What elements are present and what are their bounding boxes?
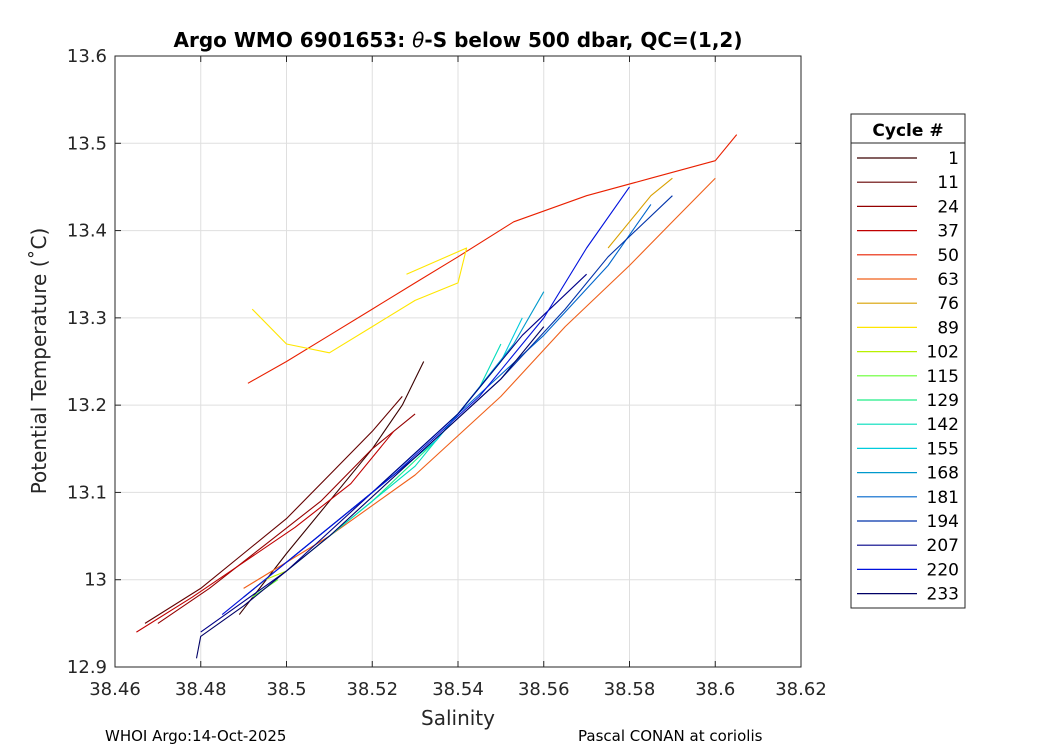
series-cycle-24 [157,413,416,624]
legend-box [850,113,966,609]
legend-label-37: 37 [937,222,959,242]
legend-label-155: 155 [927,439,959,459]
legend-label-102: 102 [927,343,959,363]
legend-label-50: 50 [937,246,959,266]
legend-label-233: 233 [927,585,959,605]
series-cycle-11 [144,396,403,624]
y-tick-label: 13.3 [67,308,107,329]
legend-label-142: 142 [927,415,959,435]
legend-label-24: 24 [937,197,959,217]
legend-label-115: 115 [927,367,959,387]
x-axis-label: Salinity [421,706,495,730]
legend-label-129: 129 [927,391,959,411]
x-tick-label: 38.54 [432,679,484,700]
chart-title-theta: θ [412,28,424,52]
legend-label-168: 168 [927,464,959,484]
legend-label-1: 1 [948,149,959,169]
series-cycle-50 [247,134,738,384]
legend-title: Cycle # [872,121,943,141]
x-tick-label: 38.46 [89,679,141,700]
legend-label-220: 220 [927,560,959,580]
series-cycle-89 [251,247,468,354]
footer-right: Pascal CONAN at coriolis [578,727,763,745]
chart-title: Argo WMO 6901653: θ-S below 500 dbar, QC… [174,28,743,52]
y-ticks: 12.9 13 13.1 13.2 13.3 13.4 13.5 13.6 [67,46,801,678]
x-ticks: 38.46 38.48 38.5 38.52 38.54 38.56 38.58 38.6 38… [89,56,827,700]
y-tick-label: 13.6 [67,46,107,67]
footer-left: WHOI Argo:14-Oct-2025 [105,727,286,745]
series-layer [136,134,738,659]
series-cycle-37 [136,430,395,633]
legend-label-11: 11 [937,173,959,193]
y-axis-label: Potential Temperature (˚C) [27,228,51,495]
legend: Cycle # 11124375063768910211512914215516… [850,113,966,609]
legend-label-63: 63 [937,270,959,290]
y-tick-label: 13.4 [67,221,107,242]
y-tick-label: 13.1 [67,482,107,503]
x-tick-label: 38.48 [175,679,227,700]
series-cycle-76 [607,177,673,249]
series-cycle-1 [238,361,425,615]
y-tick-label: 13.5 [67,133,107,154]
legend-label-181: 181 [927,488,959,508]
y-tick-label: 13.2 [67,395,107,416]
y-tick-label: 12.9 [67,657,107,678]
legend-label-76: 76 [937,294,959,314]
x-tick-label: 38.62 [775,679,827,700]
legend-label-194: 194 [927,512,959,532]
x-tick-label: 38.6 [695,679,735,700]
chart-title-suffix: -S below 500 dbar, QC=(1,2) [424,28,742,52]
series-cycle-63 [243,177,716,589]
x-tick-label: 38.5 [266,679,306,700]
x-tick-label: 38.58 [604,679,656,700]
series-cycle-220 [221,186,630,616]
series-cycle-207 [200,273,587,633]
y-tick-label: 13 [84,570,107,591]
legend-label-89: 89 [937,318,959,338]
legend-label-207: 207 [927,536,959,556]
series-cycle-233 [195,326,545,659]
legend-entries: 1112437506376891021151291421551681811942… [857,149,959,605]
x-tick-label: 38.52 [346,679,398,700]
chart-title-prefix: Argo WMO 6901653: [174,28,413,52]
x-tick-label: 38.56 [518,679,570,700]
